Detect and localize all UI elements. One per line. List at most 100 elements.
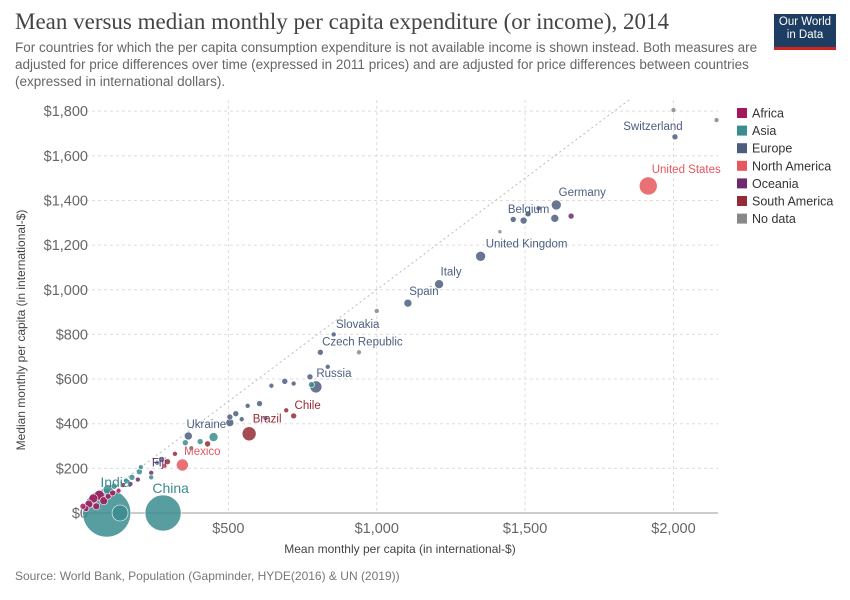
data-point: [99, 496, 109, 506]
data-point: [497, 229, 503, 235]
legend-swatch: [737, 213, 747, 224]
data-point: [79, 503, 87, 510]
legend-label: Africa: [752, 107, 784, 121]
data-point: [330, 331, 337, 338]
data-point: [241, 426, 257, 442]
x-tick-label: $1,500: [503, 521, 547, 537]
point-label: Slovakia: [336, 319, 380, 331]
data-point: [550, 199, 562, 211]
data-point: [111, 504, 129, 522]
legend-label: Asia: [752, 124, 776, 138]
source-note: Source: World Bank, Population (Gapminde…: [15, 569, 400, 583]
data-point: [238, 416, 245, 423]
data-point: [283, 407, 290, 414]
data-point: [184, 431, 193, 441]
data-point: [567, 212, 575, 220]
data-point: [154, 459, 160, 466]
data-point: [110, 482, 118, 490]
data-point: [164, 458, 171, 465]
data-point: [109, 489, 116, 497]
data-point: [135, 476, 141, 483]
reference-line-y-equals-x: [79, 99, 630, 514]
x-tick-label: $1,000: [355, 521, 399, 537]
chart-title: Mean versus median monthly per capita ex…: [15, 9, 670, 34]
x-axis-ticks: $500 $1,000 $1,500 $2,000: [212, 521, 695, 537]
data-point: [148, 474, 155, 481]
y-axis-ticks: $0$200$400$600$800$1,000$1,200$1,400$1,6…: [44, 104, 88, 522]
data-point: [182, 439, 189, 446]
y-tick-label: $1,200: [44, 238, 88, 254]
legend-label: No data: [752, 212, 796, 226]
data-point: [535, 205, 542, 212]
legend-swatch: [737, 143, 747, 154]
data-point: [475, 250, 486, 262]
chart-subtitle: For countries for which the per capita c…: [15, 40, 758, 89]
data-point: [403, 298, 413, 308]
point-labels: Switzerland United States Germany Belgium Un…: [100, 121, 721, 496]
data-point: [524, 210, 532, 218]
data-point: [373, 308, 380, 314]
point-label: India: [100, 474, 131, 490]
data-point: [127, 481, 134, 487]
grid-lines: [80, 100, 718, 513]
y-tick-label: $600: [56, 372, 88, 388]
data-point: [317, 348, 324, 356]
data-point: [290, 412, 297, 420]
point-label: Germany: [559, 187, 607, 199]
data-point: [104, 492, 112, 500]
data-point: [671, 133, 679, 141]
data-points: [79, 107, 720, 538]
data-point: [308, 381, 315, 388]
point-label: China: [152, 480, 189, 496]
data-point: [324, 363, 331, 370]
data-point: [144, 494, 182, 532]
point-label: Fiji: [152, 457, 167, 469]
data-point: [638, 176, 658, 196]
y-tick-label: $800: [56, 327, 88, 343]
data-point: [115, 487, 122, 494]
owid-logo[interactable]: Our World in Data: [774, 14, 836, 50]
data-point: [256, 400, 263, 407]
legend-label: North America: [752, 159, 831, 173]
point-label: Czech Republic: [322, 336, 403, 348]
y-tick-label: $1,000: [44, 283, 88, 299]
data-point: [176, 458, 189, 472]
data-point: [226, 413, 234, 421]
data-point: [244, 403, 251, 409]
data-point: [356, 349, 362, 356]
point-label: Mexico: [184, 446, 220, 458]
legend-label: South America: [752, 195, 833, 209]
y-axis-label: Median monthly per capita (in internatio…: [14, 210, 28, 451]
data-point: [290, 380, 297, 387]
data-point: [204, 440, 211, 448]
data-point: [509, 216, 517, 223]
legend-swatch: [737, 108, 747, 118]
point-label: United Kingdom: [486, 238, 568, 250]
y-tick-label: $1,600: [44, 149, 88, 165]
data-point: [434, 279, 444, 289]
legend-swatch: [737, 196, 747, 206]
legend-swatch: [737, 160, 747, 171]
data-point: [172, 451, 178, 457]
legend-label: Europe: [752, 142, 792, 156]
point-label: Spain: [409, 286, 438, 298]
data-point: [519, 216, 528, 225]
x-tick-label: $500: [212, 521, 244, 537]
point-label: Ukraine: [186, 419, 226, 431]
point-label: Russia: [316, 368, 352, 380]
data-point: [128, 473, 136, 481]
data-point: [281, 377, 289, 385]
y-tick-label: $1,800: [44, 104, 88, 120]
legend-label: Oceania: [752, 177, 799, 191]
data-point: [138, 464, 144, 471]
x-axis-label: Mean monthly per capita (in internationa…: [284, 542, 515, 556]
point-label: Belgium: [508, 204, 550, 216]
point-label: Switzerland: [623, 121, 682, 133]
data-point: [158, 456, 165, 463]
logo-line-2: in Data: [786, 29, 824, 41]
x-tick-label: $2,000: [651, 521, 695, 537]
data-point: [188, 445, 195, 452]
data-point: [208, 432, 219, 442]
legend-swatch: [737, 178, 747, 189]
